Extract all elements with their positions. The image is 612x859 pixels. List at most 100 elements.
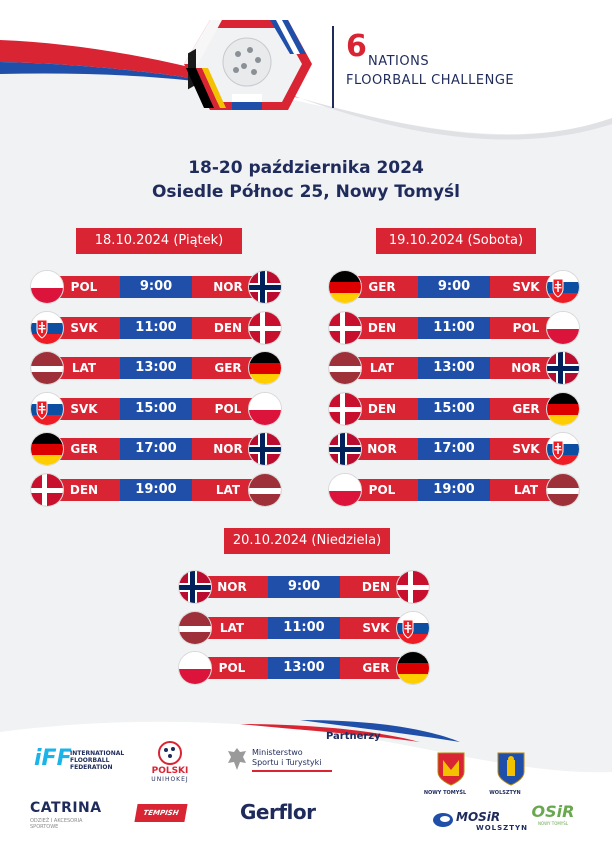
poland-flag-icon [30, 270, 64, 304]
day-header-saturday: 19.10.2024 (Sobota) [376, 228, 536, 254]
title-divider [332, 26, 334, 108]
denmark-flag-icon [328, 392, 362, 426]
unihokej-ball-icon [158, 741, 182, 765]
poland-flag-icon [248, 392, 282, 426]
title-line-2: FLOORBALL CHALLENGE [346, 73, 515, 88]
home-team: DEN [367, 321, 397, 335]
away-team: LAT [215, 483, 241, 497]
home-team: GER [368, 280, 396, 294]
match-time: 9:00 [120, 276, 192, 298]
event-info: 18-20 października 2024 Osiedle Północ 2… [0, 156, 612, 204]
match-time: 17:00 [418, 438, 490, 460]
away-team: NOR [511, 361, 541, 375]
norway-flag-icon [248, 270, 282, 304]
norway-flag-icon [546, 351, 580, 385]
match-time: 9:00 [268, 576, 340, 598]
mosir-swoosh-icon [433, 813, 453, 827]
match-time: 13:00 [120, 357, 192, 379]
match-row: NOR 9:00 DEN [178, 570, 430, 604]
away-team: GER [362, 661, 390, 675]
home-team: POL [368, 483, 396, 497]
home-team: GER [70, 442, 98, 456]
home-team: DEN [367, 402, 397, 416]
match-row: DEN 19:00 LAT [30, 473, 282, 507]
match-time: 13:00 [268, 657, 340, 679]
denmark-flag-icon [328, 311, 362, 345]
polski-unihokej-logo: POLSKI UNIHOKEJ [140, 740, 200, 784]
gerflor-logo: Gerflor [240, 800, 316, 824]
wolsztyn-crest: WOLSZTYN [480, 752, 530, 798]
germany-flag-icon [248, 351, 282, 385]
germany-flag-icon [328, 270, 362, 304]
event-dates: 18-20 października 2024 [188, 158, 424, 178]
day-header-friday: 18.10.2024 (Piątek) [76, 228, 242, 254]
partners-label: Partnerzy [326, 731, 381, 742]
match-row: GER 9:00 SVK [328, 270, 580, 304]
latvia-flag-icon [178, 611, 212, 645]
match-row: NOR 17:00 SVK [328, 432, 580, 466]
match-time: 19:00 [418, 479, 490, 501]
title-number: 6 [346, 29, 367, 64]
home-team: LAT [369, 361, 395, 375]
ministry-logo: Ministerstwo Sportu i Turystyki [226, 744, 336, 776]
away-team: NOR [213, 280, 243, 294]
away-team: LAT [513, 483, 539, 497]
match-row: LAT 13:00 GER [30, 351, 282, 385]
match-time: 17:00 [120, 438, 192, 460]
germany-flag-icon [30, 432, 64, 466]
wolsztyn-crest-icon [497, 752, 524, 786]
day-header-sunday: 20.10.2024 (Niedziela) [224, 528, 390, 554]
latvia-flag-icon [30, 351, 64, 385]
match-row: POL 19:00 LAT [328, 473, 580, 507]
match-time: 15:00 [418, 398, 490, 420]
away-team: SVK [512, 280, 540, 294]
mosir-logo: MOSiR WOLSZTYN [432, 806, 527, 834]
away-team: NOR [213, 442, 243, 456]
norway-flag-icon [328, 432, 362, 466]
slovakia-flag-icon [30, 392, 64, 426]
latvia-flag-icon [328, 351, 362, 385]
catrina-logo: CATRINA ODZIEŻ I AKCESORIA SPORTOWE [30, 800, 102, 830]
match-row: LAT 13:00 NOR [328, 351, 580, 385]
match-time: 9:00 [418, 276, 490, 298]
latvia-flag-icon [546, 473, 580, 507]
match-time: 19:00 [120, 479, 192, 501]
event-venue: Osiedle Północ 25, Nowy Tomyśl [151, 182, 460, 202]
denmark-flag-icon [30, 473, 64, 507]
away-team: DEN [213, 321, 243, 335]
away-team: SVK [512, 442, 540, 456]
iff-logo: iFF INTERNATIONAL FLOORBALL FEDERATION [34, 746, 125, 771]
title-line-1: NATIONS [368, 54, 430, 69]
poland-flag-icon [546, 311, 580, 345]
home-team: SVK [70, 402, 98, 416]
osir-logo: OSiR NOWY TOMYŚL [531, 802, 575, 826]
home-team: LAT [71, 361, 97, 375]
home-team: SVK [70, 321, 98, 335]
slovakia-flag-icon [396, 611, 430, 645]
match-row: POL 13:00 GER [178, 651, 430, 685]
poland-flag-icon [178, 651, 212, 685]
match-row: DEN 11:00 POL [328, 311, 580, 345]
away-team: GER [214, 361, 242, 375]
denmark-flag-icon [396, 570, 430, 604]
match-row: DEN 15:00 GER [328, 392, 580, 426]
nowy-tomysl-crest: NOWY TOMYŚL [420, 752, 470, 798]
eagle-emblem-icon [228, 748, 246, 770]
away-team: SVK [362, 621, 390, 635]
match-row: SVK 15:00 POL [30, 392, 282, 426]
match-time: 13:00 [418, 357, 490, 379]
germany-flag-icon [396, 651, 430, 685]
away-team: POL [214, 402, 242, 416]
home-team: NOR [217, 580, 247, 594]
norway-flag-icon [248, 432, 282, 466]
home-team: NOR [367, 442, 397, 456]
match-time: 11:00 [120, 317, 192, 339]
slovakia-flag-icon [546, 432, 580, 466]
home-team: DEN [69, 483, 99, 497]
away-team: POL [512, 321, 540, 335]
slovakia-flag-icon [30, 311, 64, 345]
home-team: POL [70, 280, 98, 294]
match-row: LAT 11:00 SVK [178, 611, 430, 645]
match-time: 11:00 [418, 317, 490, 339]
tournament-logo [184, 20, 312, 110]
